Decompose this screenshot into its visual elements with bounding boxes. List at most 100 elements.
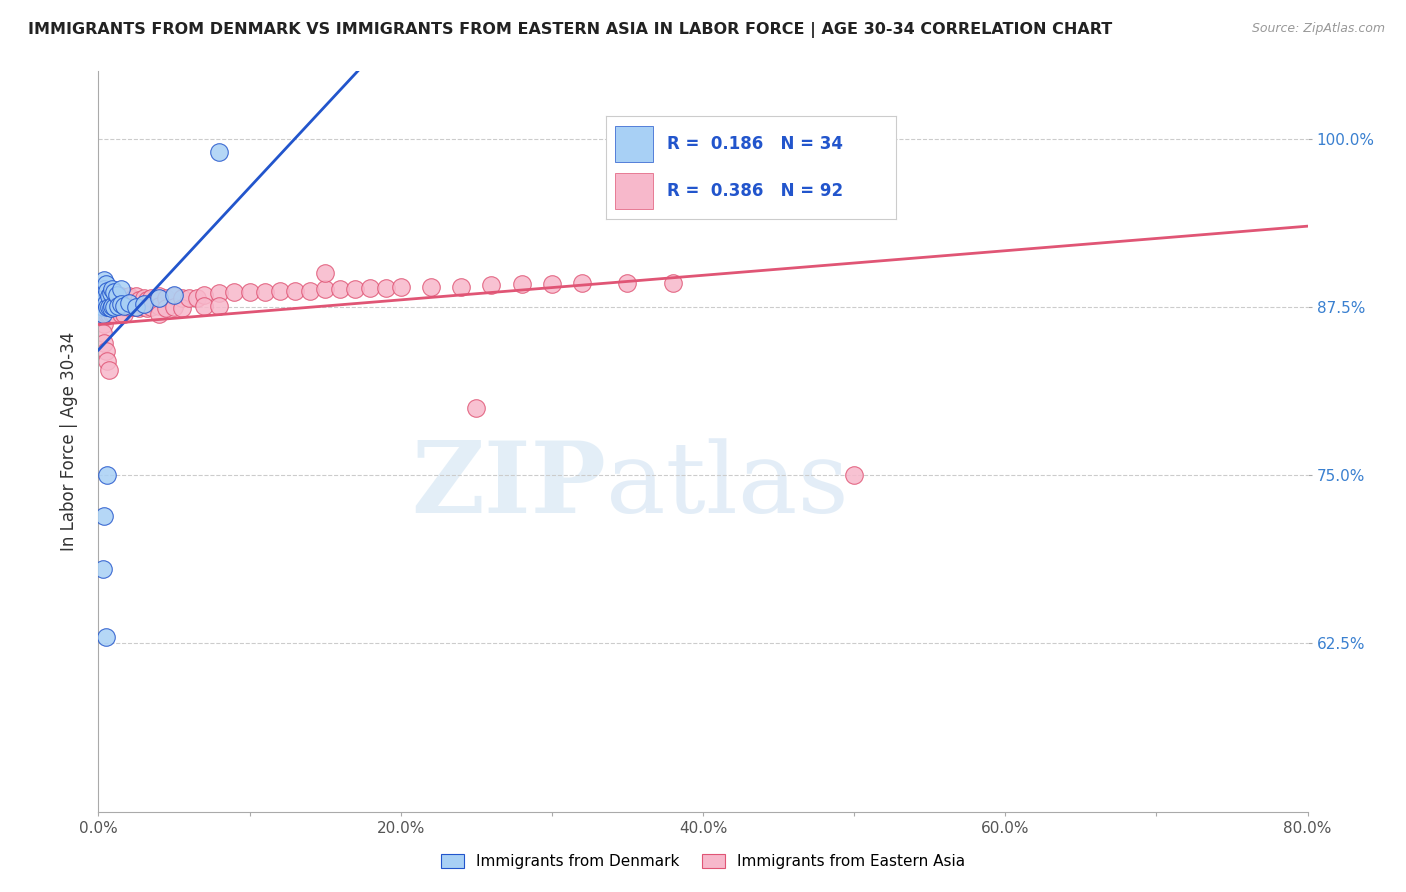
Point <box>93 318 115 332</box>
Point <box>107 299 129 313</box>
Point <box>96 307 118 321</box>
Point <box>344 282 367 296</box>
Point <box>98 289 121 303</box>
Point <box>93 291 115 305</box>
Point <box>98 363 121 377</box>
Point <box>96 299 118 313</box>
Point <box>93 273 115 287</box>
Point <box>239 285 262 299</box>
Point <box>141 300 163 314</box>
Point <box>208 145 231 160</box>
Point <box>103 288 125 302</box>
Point <box>148 307 170 321</box>
Point <box>105 289 128 303</box>
Point <box>101 300 124 314</box>
Point <box>125 300 148 314</box>
Point <box>118 289 141 303</box>
Point <box>94 310 117 324</box>
Point <box>299 284 322 298</box>
Point <box>98 300 121 314</box>
Point <box>420 279 443 293</box>
Y-axis label: In Labor Force | Age 30-34: In Labor Force | Age 30-34 <box>59 332 77 551</box>
Point <box>93 282 115 296</box>
Point <box>121 292 143 306</box>
Point <box>100 297 122 311</box>
Point <box>148 289 170 303</box>
Point <box>101 307 124 321</box>
Point <box>96 468 118 483</box>
Point <box>91 310 114 324</box>
Point <box>329 282 352 296</box>
Point <box>103 285 125 299</box>
Point <box>93 307 115 321</box>
Point <box>96 288 118 302</box>
Point <box>103 299 125 313</box>
Point <box>141 291 163 305</box>
Point <box>110 299 132 313</box>
Point <box>314 282 336 296</box>
Point <box>91 326 114 340</box>
Point <box>91 302 114 317</box>
Point <box>112 299 135 313</box>
Point <box>616 276 638 290</box>
Point <box>96 353 118 368</box>
Point <box>100 304 122 318</box>
Point <box>110 289 132 303</box>
Point <box>510 277 533 291</box>
Point <box>91 300 114 314</box>
Point <box>96 284 118 298</box>
Point <box>571 276 593 290</box>
Point <box>132 297 155 311</box>
Point <box>450 279 472 293</box>
Point <box>389 279 412 293</box>
Point <box>96 300 118 314</box>
Point <box>107 300 129 314</box>
Point <box>128 293 150 308</box>
Point <box>110 307 132 321</box>
Point <box>163 288 186 302</box>
Point <box>98 291 121 305</box>
Point <box>155 291 177 305</box>
Point <box>121 300 143 314</box>
Point <box>224 285 246 299</box>
Point <box>170 291 193 305</box>
Point <box>91 562 114 576</box>
Point <box>91 286 114 301</box>
Point <box>132 300 155 314</box>
Point <box>100 286 122 301</box>
Point <box>193 288 215 302</box>
Point <box>118 296 141 310</box>
Point <box>107 292 129 306</box>
Point <box>253 285 276 299</box>
Point <box>110 297 132 311</box>
Text: IMMIGRANTS FROM DENMARK VS IMMIGRANTS FROM EASTERN ASIA IN LABOR FORCE | AGE 30-: IMMIGRANTS FROM DENMARK VS IMMIGRANTS FR… <box>28 22 1112 38</box>
Point <box>112 300 135 314</box>
Point <box>163 289 186 303</box>
Point <box>94 344 117 359</box>
Point <box>661 276 683 290</box>
Point <box>208 299 231 313</box>
Point <box>132 291 155 305</box>
Point <box>101 291 124 305</box>
Point <box>135 293 157 308</box>
Point <box>103 300 125 314</box>
Point <box>101 299 124 313</box>
Point <box>101 282 124 296</box>
Point <box>179 291 201 305</box>
Point <box>844 468 866 483</box>
Point <box>125 289 148 303</box>
Point <box>170 301 193 316</box>
Point <box>193 299 215 313</box>
Point <box>94 296 117 310</box>
Point <box>103 307 125 321</box>
Point <box>112 307 135 321</box>
Point <box>105 297 128 311</box>
Point <box>374 281 396 295</box>
Point <box>94 293 117 308</box>
Point <box>94 630 117 644</box>
Text: ZIP: ZIP <box>412 437 606 534</box>
Point <box>98 299 121 313</box>
Point <box>94 301 117 316</box>
Point <box>110 282 132 296</box>
Point <box>148 299 170 313</box>
